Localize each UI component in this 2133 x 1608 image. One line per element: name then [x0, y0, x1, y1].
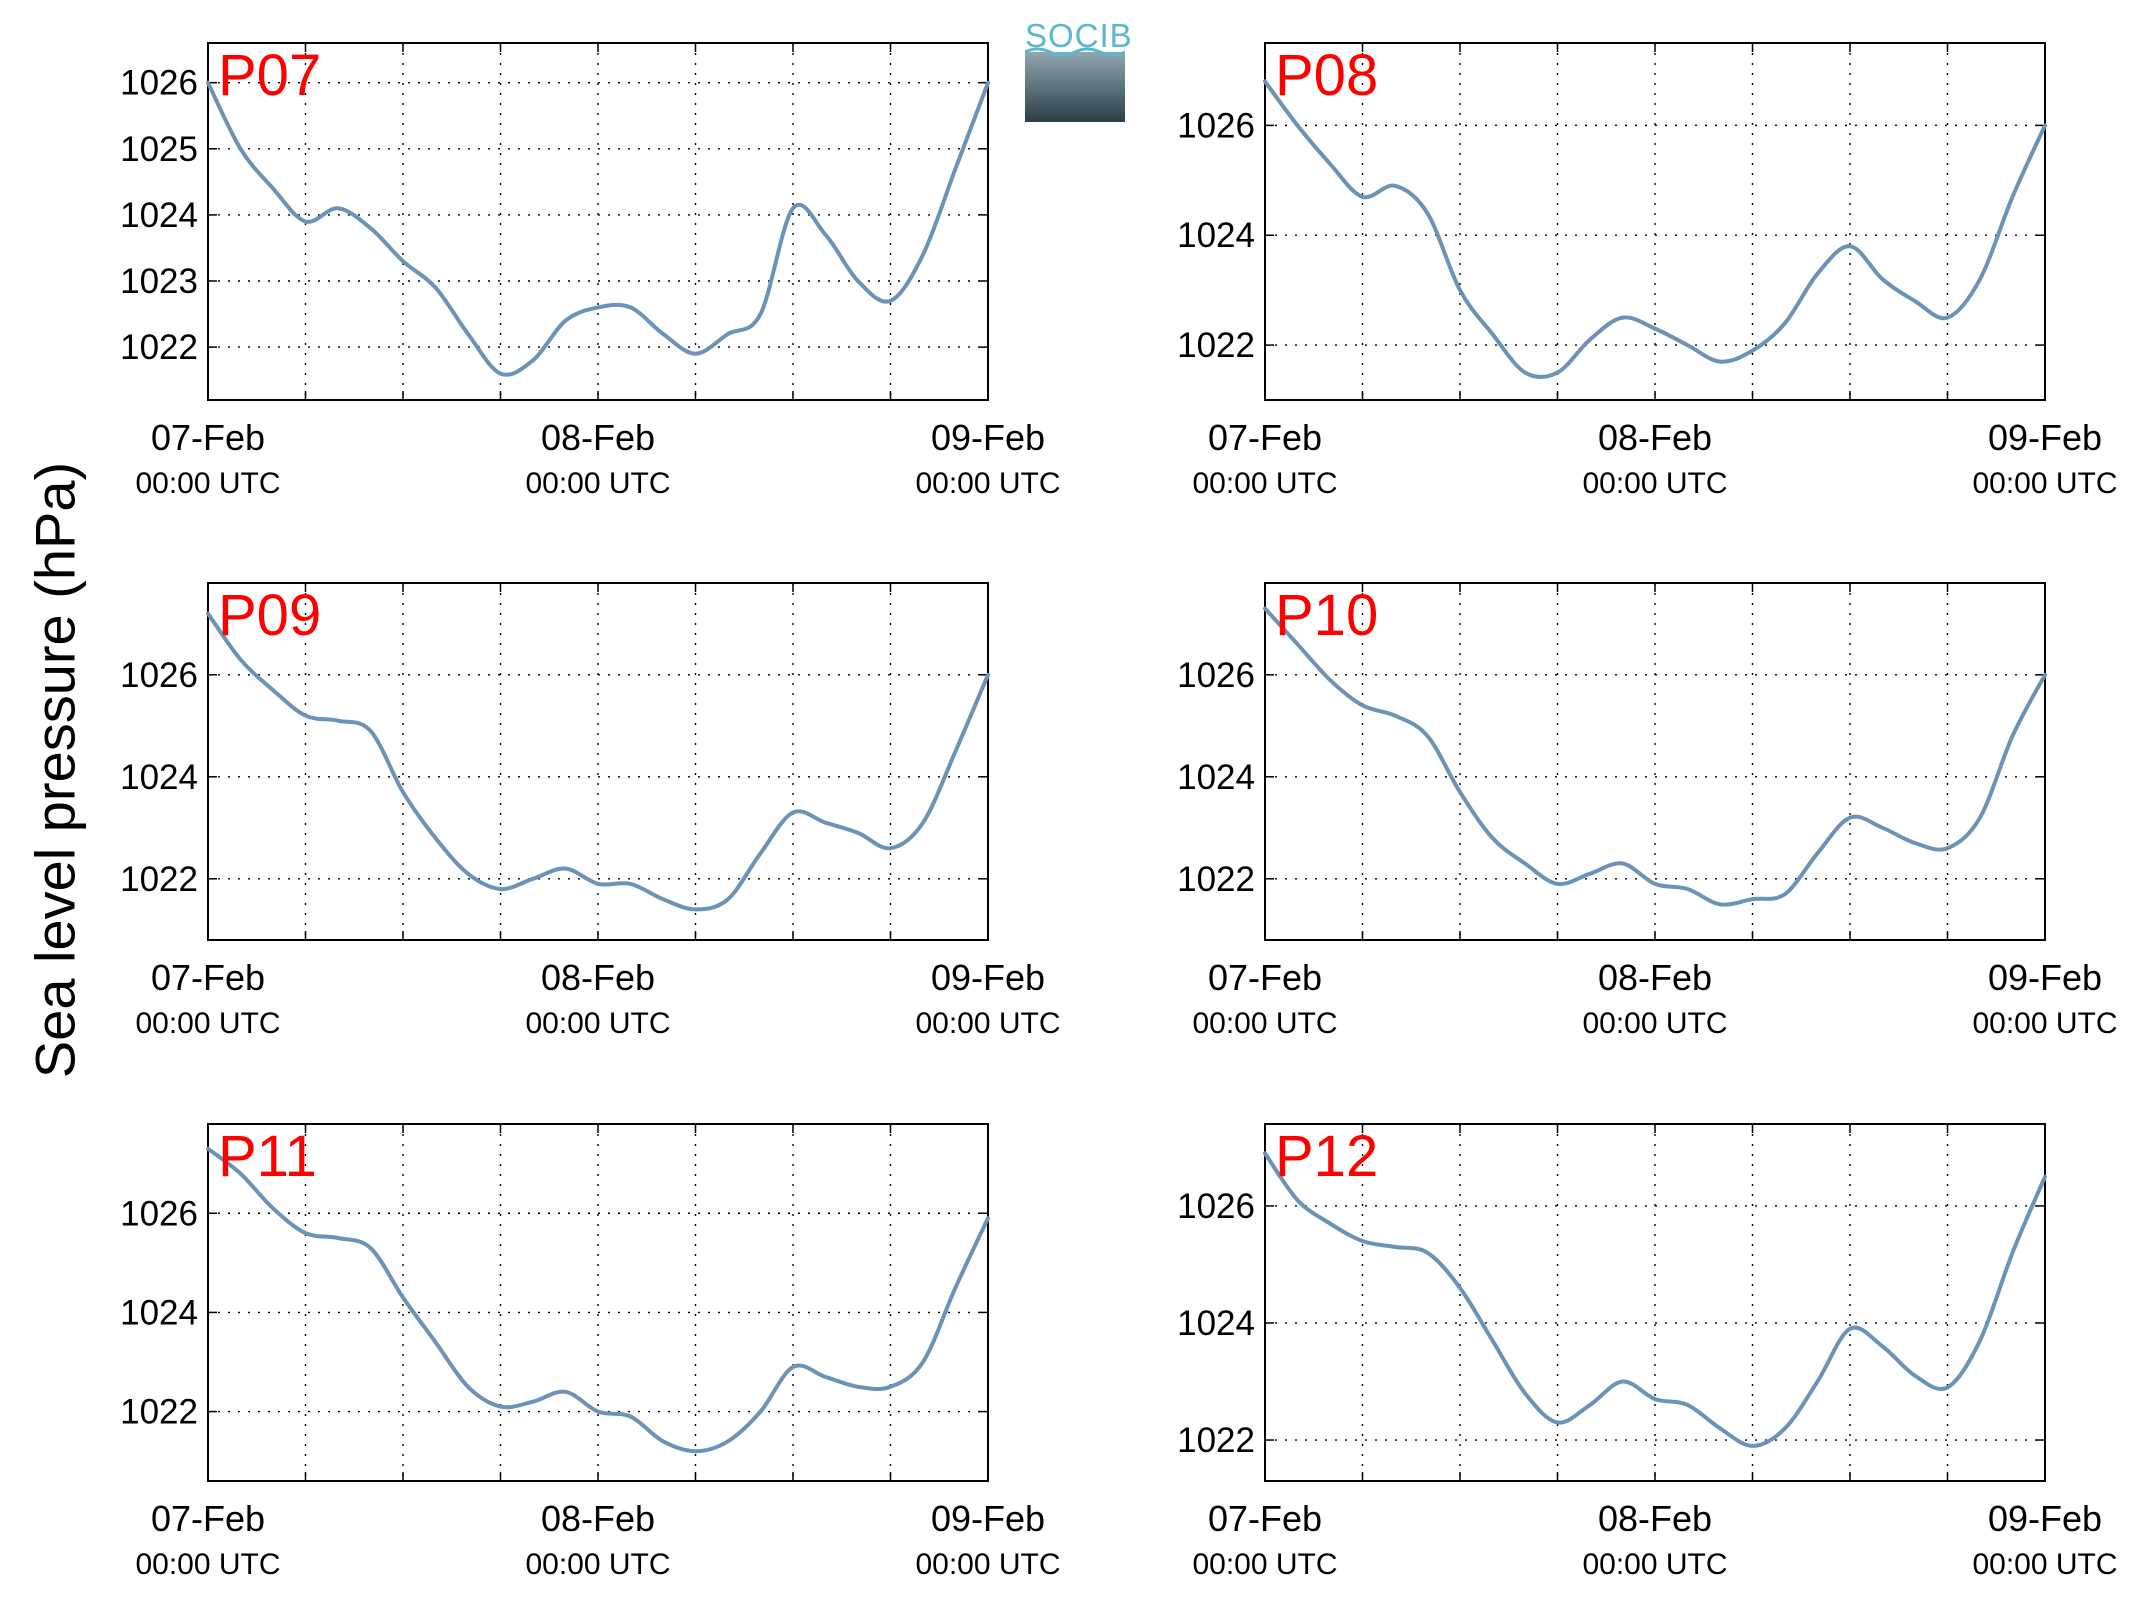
- x-tick-label-date: 09-Feb: [1988, 1498, 2102, 1539]
- panel-label: P11: [218, 1124, 317, 1189]
- y-tick-label: 1022: [120, 1393, 198, 1432]
- x-tick-label-time: 00:00 UTC: [135, 1548, 280, 1581]
- x-tick-label-time: 00:00 UTC: [525, 467, 670, 500]
- axes-frame: [1264, 582, 2046, 941]
- y-tick-label: 1023: [120, 262, 198, 301]
- x-tick-label-time: 00:00 UTC: [1582, 1548, 1727, 1581]
- x-tick-label-date: 07-Feb: [151, 957, 265, 998]
- panel-p09: 1022 1024 1026 P09 07-Feb 00:00 UTC 08-Feb 00:0…: [120, 582, 1061, 1040]
- series-line: [206, 80, 990, 377]
- x-tick-label-time: 00:00 UTC: [1192, 467, 1337, 500]
- y-tick-label: 1026: [1177, 106, 1255, 145]
- y-tick-label: 1026: [1177, 1187, 1255, 1226]
- y-tick-label: 1022: [1177, 860, 1255, 899]
- x-tick-label-date: 08-Feb: [541, 1498, 655, 1539]
- axes-frame: [1264, 42, 2046, 401]
- axes-frame: [1264, 1123, 2046, 1482]
- panel-label: P08: [1275, 43, 1378, 108]
- panel-p08: 1022 1024 1026 P08 07-Feb 00:00 UTC 08-Feb 00:0…: [1177, 42, 2118, 500]
- panel-p07: 1022 1023 1024 1025 1026 P07 07-Feb 00:00 UTC 08…: [120, 42, 1061, 500]
- x-tick-label-time: 00:00 UTC: [1972, 1548, 2117, 1581]
- y-tick-label: 1024: [1177, 758, 1255, 797]
- x-tick-label-time: 00:00 UTC: [915, 1007, 1060, 1040]
- x-tick-label-date: 09-Feb: [931, 417, 1045, 458]
- logo-text: SOCIB: [1025, 17, 1133, 54]
- panel-p11: 1022 1024 1026 P11 07-Feb 00:00 UTC 08-Feb 00:0…: [120, 1123, 1061, 1581]
- y-tick-label: 1022: [1177, 1421, 1255, 1460]
- panel-p12: 1022 1024 1026 P12 07-Feb 00:00 UTC 08-Feb 00:0…: [1177, 1123, 2118, 1581]
- x-tick-label-date: 08-Feb: [1598, 1498, 1712, 1539]
- x-tick-label-time: 00:00 UTC: [135, 467, 280, 500]
- x-tick-label-date: 07-Feb: [1208, 957, 1322, 998]
- series-line: [1263, 79, 2047, 379]
- x-tick-label-time: 00:00 UTC: [915, 1548, 1060, 1581]
- y-tick-label: 1022: [120, 860, 198, 899]
- x-tick-label-time: 00:00 UTC: [1192, 1007, 1337, 1040]
- y-tick-label: 1024: [1177, 216, 1255, 255]
- x-tick-label-date: 07-Feb: [1208, 417, 1322, 458]
- x-tick-label-time: 00:00 UTC: [525, 1548, 670, 1581]
- panel-label: P07: [218, 43, 321, 108]
- y-tick-label: 1026: [120, 1194, 198, 1233]
- x-tick-label-date: 09-Feb: [931, 1498, 1045, 1539]
- x-tick-label-time: 00:00 UTC: [1972, 467, 2117, 500]
- y-tick-label: 1024: [120, 1293, 198, 1332]
- x-tick-label-date: 07-Feb: [151, 1498, 265, 1539]
- y-tick-label: 1026: [120, 656, 198, 695]
- y-tick-label: 1026: [120, 64, 198, 103]
- y-tick-label: 1024: [120, 758, 198, 797]
- y-axis-label: Sea level pressure (hPa): [23, 461, 87, 1079]
- y-tick-label: 1025: [120, 130, 198, 169]
- axes-frame: [207, 1123, 989, 1482]
- x-tick-label-date: 09-Feb: [931, 957, 1045, 998]
- x-tick-label-date: 09-Feb: [1988, 417, 2102, 458]
- x-tick-label-date: 08-Feb: [1598, 957, 1712, 998]
- x-tick-label-time: 00:00 UTC: [135, 1007, 280, 1040]
- panel-p10: 1022 1024 1026 P10 07-Feb 00:00 UTC 08-Feb 00:0…: [1177, 582, 2118, 1040]
- x-tick-label-time: 00:00 UTC: [1582, 467, 1727, 500]
- x-tick-label-time: 00:00 UTC: [1192, 1548, 1337, 1581]
- y-tick-label: 1022: [1177, 326, 1255, 365]
- panel-label: P12: [1275, 1124, 1378, 1189]
- x-tick-label-time: 00:00 UTC: [1582, 1007, 1727, 1040]
- y-tick-label: 1024: [1177, 1304, 1255, 1343]
- x-tick-label-date: 08-Feb: [1598, 417, 1712, 458]
- x-tick-label-date: 07-Feb: [151, 417, 265, 458]
- x-tick-label-date: 08-Feb: [541, 957, 655, 998]
- series-line: [206, 611, 990, 912]
- axes-frame: [207, 42, 989, 401]
- series-line: [1263, 606, 2047, 907]
- x-tick-label-time: 00:00 UTC: [525, 1007, 670, 1040]
- logo-wave-icon: [1025, 47, 1125, 57]
- x-tick-label-time: 00:00 UTC: [915, 467, 1060, 500]
- logo-box: [1025, 52, 1125, 122]
- y-tick-label: 1022: [120, 328, 198, 367]
- series-line: [206, 1146, 990, 1454]
- series-line: [1263, 1151, 2047, 1448]
- panel-label: P09: [218, 583, 321, 648]
- x-tick-label-date: 07-Feb: [1208, 1498, 1322, 1539]
- x-tick-label-time: 00:00 UTC: [1972, 1007, 2117, 1040]
- x-tick-label-date: 09-Feb: [1988, 957, 2102, 998]
- x-tick-label-date: 08-Feb: [541, 417, 655, 458]
- panel-label: P10: [1275, 583, 1378, 648]
- y-tick-label: 1026: [1177, 656, 1255, 695]
- y-tick-label: 1024: [120, 196, 198, 235]
- socib-logo: SOCIB: [1025, 17, 1133, 122]
- axes-frame: [207, 582, 989, 941]
